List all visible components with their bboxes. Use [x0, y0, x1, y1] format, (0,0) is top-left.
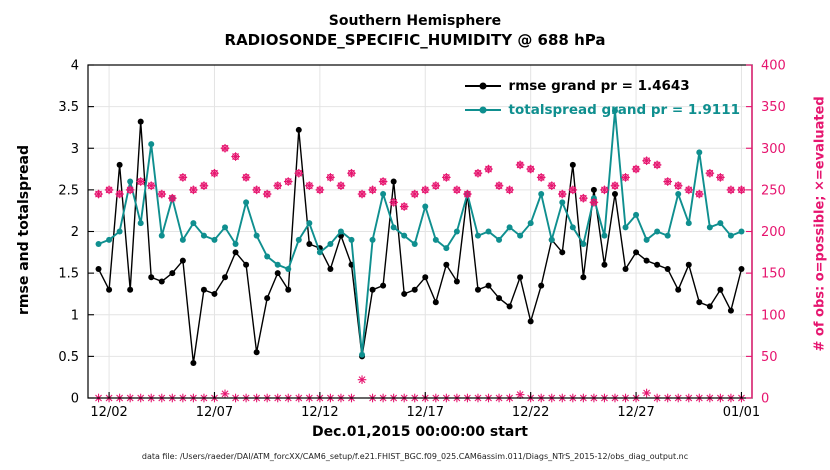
svg-text:12/22: 12/22: [512, 405, 549, 420]
svg-text:4: 4: [71, 59, 79, 74]
x-axis-label: Dec.01,2015 00:00:00 start: [312, 424, 528, 440]
data-file-caption: data file: /Users/raeder/DAI/ATM_forcXX/…: [141, 452, 689, 461]
svg-text:3: 3: [71, 142, 79, 157]
svg-text:12/02: 12/02: [90, 405, 127, 420]
svg-text:300: 300: [761, 142, 786, 157]
legend-row-totalspread: totalspread grand pr = 1.9111: [464, 102, 740, 118]
svg-text:2: 2: [71, 225, 79, 240]
svg-text:150: 150: [761, 267, 786, 282]
legend-row-rmse: rmse grand pr = 1.4643: [464, 78, 740, 94]
legend-label-totalspread: totalspread grand pr = 1.9111: [508, 102, 740, 118]
legend-label-rmse: rmse grand pr = 1.4643: [508, 78, 690, 94]
legend: rmse grand pr = 1.4643 totalspread grand…: [461, 76, 744, 120]
svg-text:12/27: 12/27: [617, 405, 654, 420]
svg-text:01/01: 01/01: [723, 405, 760, 420]
svg-text:50: 50: [761, 350, 778, 365]
svg-text:0.5: 0.5: [58, 350, 79, 365]
chart-title-line1: Southern Hemisphere: [328, 13, 502, 29]
y-axis-label-left: rmse and totalspread: [16, 145, 32, 315]
svg-text:100: 100: [761, 308, 786, 323]
svg-text:12/07: 12/07: [196, 405, 233, 420]
svg-text:350: 350: [761, 100, 786, 115]
svg-text:250: 250: [761, 183, 786, 198]
svg-text:1.5: 1.5: [58, 267, 79, 282]
legend-line-rmse-icon: [464, 82, 501, 90]
legend-dot-totalspread-icon: [479, 106, 487, 114]
svg-text:400: 400: [761, 59, 786, 74]
svg-text:3.5: 3.5: [58, 100, 79, 115]
svg-text:0: 0: [71, 392, 79, 407]
chart-title-line2: RADIOSONDE_SPECIFIC_HUMIDITY @ 688 hPa: [224, 31, 606, 49]
svg-text:1: 1: [71, 308, 79, 323]
legend-line-totalspread-icon: [464, 106, 501, 114]
svg-text:12/12: 12/12: [301, 405, 338, 420]
svg-text:0: 0: [761, 392, 769, 407]
svg-text:200: 200: [761, 225, 786, 240]
svg-text:2.5: 2.5: [58, 183, 79, 198]
svg-text:12/17: 12/17: [407, 405, 444, 420]
chart-title: Southern Hemisphere RADIOSONDE_SPECIFIC_…: [0, 12, 830, 50]
y-axis-label-right: # of obs: o=possible; ×=evaluated: [812, 96, 828, 352]
legend-dot-rmse-icon: [479, 82, 487, 90]
